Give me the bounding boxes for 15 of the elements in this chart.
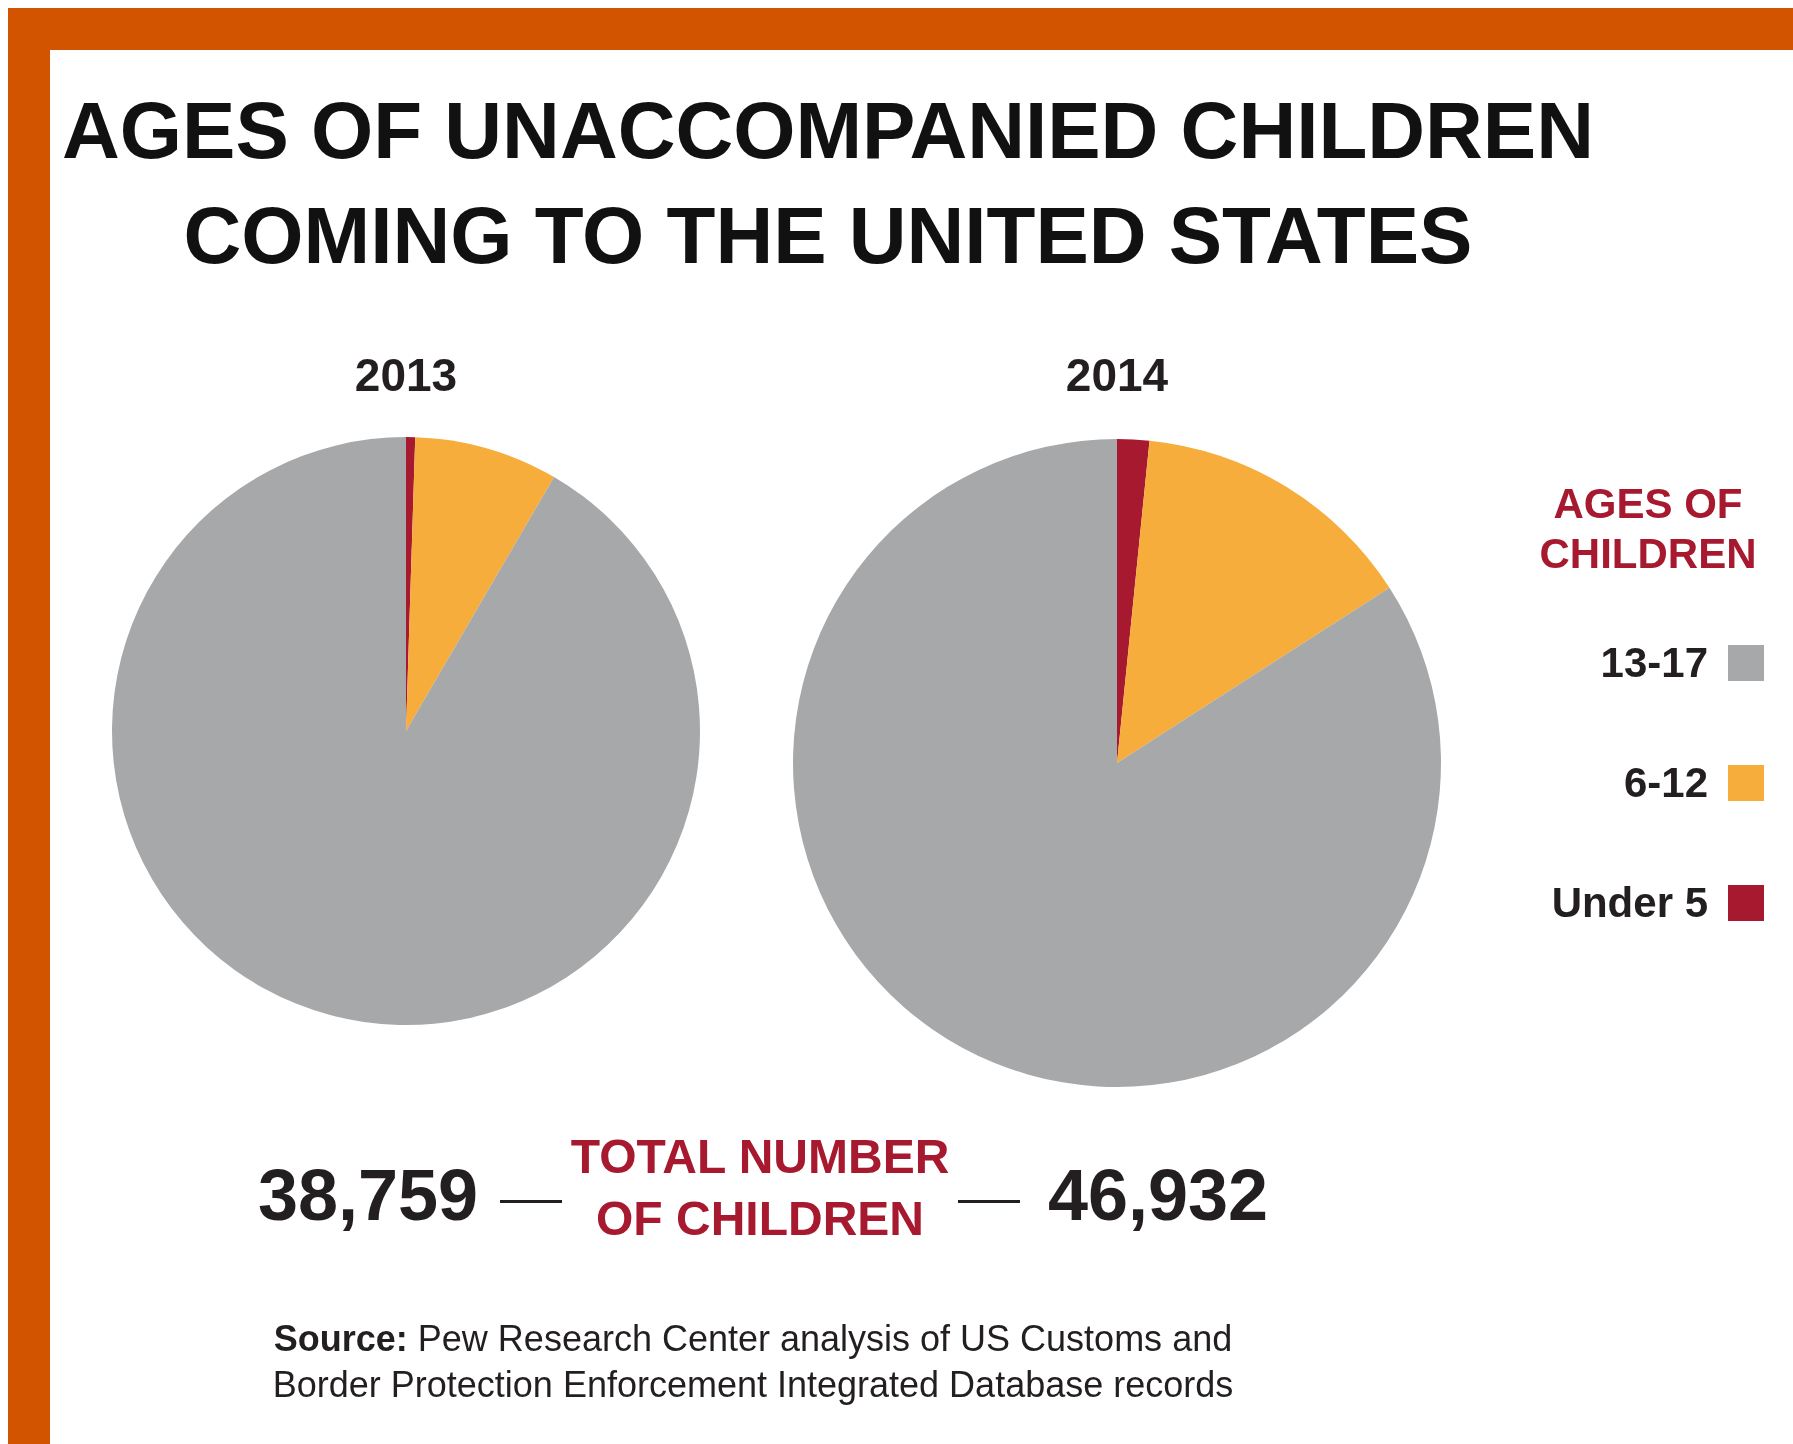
legend-label: Under 5 (1551, 879, 1708, 926)
chart-title: 2014 (1065, 349, 1169, 401)
pie-slice (793, 439, 1441, 1087)
source-note: Source: Pew Research Center analysis of US Customs and Border Protection Enforcement Integrated Database records (272, 1318, 1234, 1405)
legend-label: 6-12 (1623, 759, 1708, 806)
chart-title: AGES OF UNACCOMPANIED CHILDREN COMING TO THE UNITED STATES (62, 86, 1594, 280)
text: 38,759 (257, 1155, 479, 1235)
text: TOTAL NUMBER OF CHILDREN (570, 1130, 950, 1245)
text: 46,932 (1047, 1155, 1269, 1235)
pie-slice (1117, 440, 1390, 763)
legend-title: AGES OF CHILDREN (1539, 480, 1757, 577)
legend-label: 13-17 (1600, 639, 1708, 686)
pie-slice (112, 437, 700, 1025)
chart-subtitle: 2013 (354, 349, 458, 401)
pie-slice (406, 437, 555, 731)
